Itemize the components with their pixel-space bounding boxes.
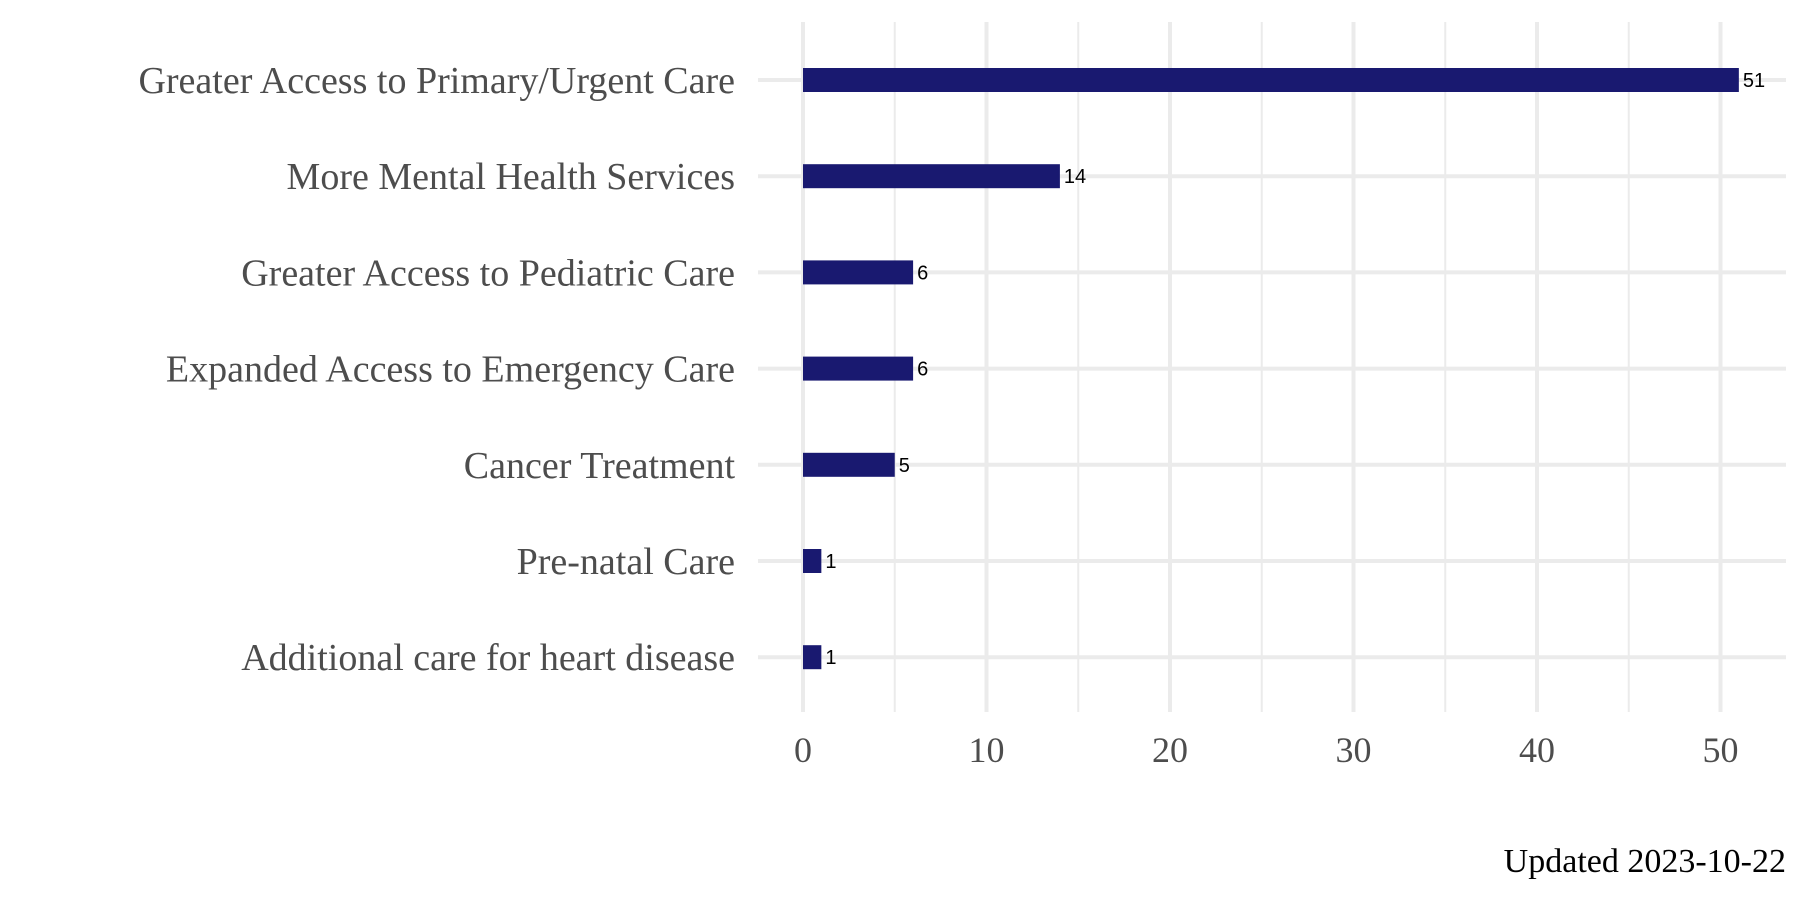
category-label: Cancer Treatment — [464, 445, 736, 487]
category-label: More Mental Health Services — [287, 156, 735, 198]
bar-value-label: 14 — [1064, 166, 1086, 188]
category-label: Pre-natal Care — [517, 541, 735, 583]
bar-value-label: 6 — [917, 262, 928, 284]
x-tick-label: 20 — [1152, 730, 1188, 770]
category-label: Additional care for heart disease — [241, 637, 735, 679]
chart-caption: Updated 2023-10-22 — [1504, 843, 1786, 880]
bar-value-label: 6 — [917, 359, 928, 381]
bar — [803, 452, 895, 477]
bar — [803, 260, 914, 285]
bar-value-label: 51 — [1743, 70, 1765, 92]
category-label: Greater Access to Primary/Urgent Care — [138, 60, 735, 102]
x-tick-label: 10 — [969, 730, 1005, 770]
category-labels-group: Greater Access to Primary/Urgent Care Mor… — [138, 60, 735, 679]
x-tick-labels-group: 0 10 20 30 40 50 — [794, 730, 1739, 770]
bars-group — [803, 68, 1739, 670]
bar — [803, 356, 914, 381]
bar — [803, 164, 1060, 189]
x-tick-label: 40 — [1519, 730, 1555, 770]
bar-value-label: 5 — [899, 455, 910, 477]
bar — [803, 549, 822, 573]
bar-value-label: 1 — [825, 647, 836, 669]
x-tick-label: 50 — [1703, 730, 1739, 770]
x-tick-label: 30 — [1336, 730, 1372, 770]
category-label: Greater Access to Pediatric Care — [241, 252, 735, 294]
bar — [803, 645, 822, 670]
bar-value-label: 1 — [825, 551, 836, 573]
category-label: Expanded Access to Emergency Care — [166, 349, 735, 391]
x-tick-label: 0 — [794, 730, 812, 770]
bar — [803, 68, 1739, 92]
